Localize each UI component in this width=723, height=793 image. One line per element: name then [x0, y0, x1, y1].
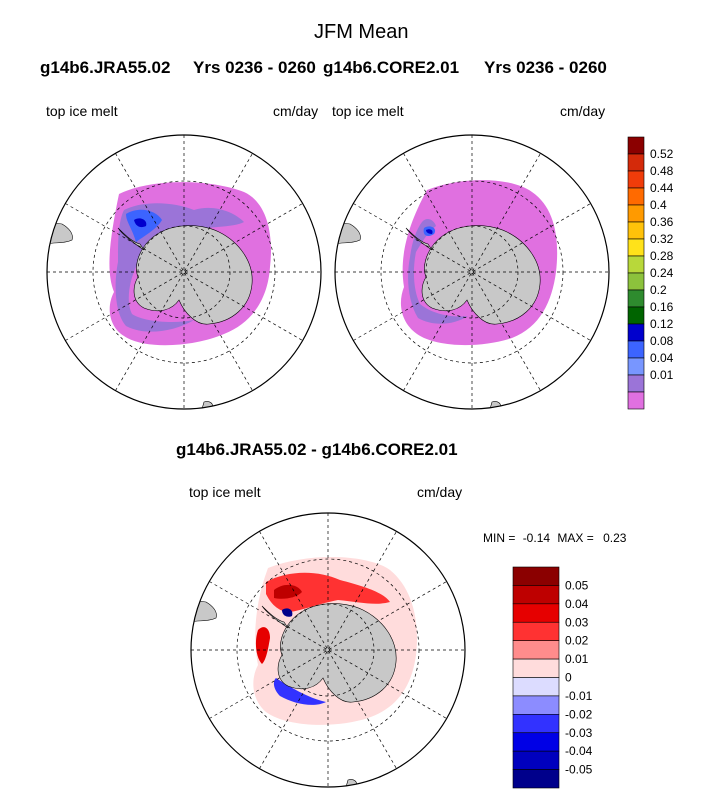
colorbar-tick-label: -0.03 [565, 726, 593, 740]
right-panel-case: g14b6.CORE2.01 [323, 58, 460, 77]
colorbar-swatch [512, 658, 560, 678]
colorbar-tick-label: 0.16 [650, 300, 674, 314]
colorbar-swatch [512, 585, 560, 605]
colorbar-swatch [512, 566, 560, 586]
colorbar-tick-label: 0.02 [565, 634, 589, 648]
colorbar-swatch [512, 714, 560, 734]
colorbar-tick-label: -0.02 [565, 707, 593, 721]
left-panel-years: Yrs 0236 - 0260 [193, 58, 316, 77]
meridian-lines [191, 513, 465, 787]
colorbar-swatch [627, 391, 645, 410]
colorbar-swatch [512, 732, 560, 752]
colorbar-tick-label: 0.28 [650, 249, 674, 263]
colorbar-swatch [627, 306, 645, 325]
diff-panel-title: g14b6.JRA55.02 - g14b6.CORE2.01 [176, 440, 458, 459]
left-panel-case: g14b6.JRA55.02 [40, 58, 171, 77]
colorbar-tick-label: -0.05 [565, 763, 593, 777]
max-value: 0.23 [603, 531, 627, 545]
colorbar-tick-label: 0.05 [565, 578, 589, 592]
map-jra55 [46, 134, 322, 410]
colorbar-swatch [627, 187, 645, 206]
colorbar-swatch [627, 221, 645, 240]
colorbar-swatch [627, 204, 645, 223]
diff-field-neg-dark [282, 608, 293, 617]
colorbar-swatch [512, 621, 560, 641]
colorbar-swatch [627, 357, 645, 376]
right-panel-years: Yrs 0236 - 0260 [484, 58, 607, 77]
diff-units-label: cm/day [417, 484, 463, 500]
colorbar-tick-label: 0.48 [650, 164, 674, 178]
colorbar-tick-label: 0.44 [650, 181, 674, 195]
right-units-label: cm/day [560, 103, 606, 119]
max-label: MAX = [557, 531, 594, 545]
colorbar-swatch [627, 255, 645, 274]
melt-field-dark [134, 218, 147, 228]
min-label: MIN = [483, 531, 516, 545]
colorbar-swatch [512, 750, 560, 770]
colorbar-swatch [627, 374, 645, 393]
diff-field-neg [273, 678, 326, 705]
colorbar-tick-label: 0.32 [650, 232, 674, 246]
meridian-lines [335, 135, 609, 409]
figure-title: JFM Mean [314, 21, 409, 43]
diff-field-pos-side [255, 627, 270, 664]
colorbar-swatch [512, 769, 560, 789]
colorbar-swatch [512, 677, 560, 697]
colorbar-tick-label: 0.2 [650, 283, 667, 297]
colorbar-swatch [627, 238, 645, 257]
colorbar-tick-label: 0.01 [650, 368, 674, 382]
colorbar-tick-label: 0.08 [650, 334, 674, 348]
colorbar-swatch [512, 640, 560, 660]
colorbar-tick-label: 0.04 [650, 351, 674, 365]
min-value: -0.14 [522, 531, 551, 545]
right-var-label: top ice melt [332, 103, 404, 119]
colorbar-swatch [627, 272, 645, 291]
antarctica-land [421, 225, 541, 325]
left-units-label: cm/day [273, 103, 319, 119]
melt-field-purple [115, 203, 244, 332]
colorbar-tick-label: 0.4 [650, 198, 667, 212]
colorbar-tick-label: 0.04 [565, 597, 589, 611]
meridian-lines [47, 135, 321, 409]
colorbar-swatch [627, 136, 645, 155]
map-difference [190, 512, 466, 788]
colorbar-tick-label: -0.04 [565, 744, 593, 758]
colorbar-tick-label: -0.01 [565, 689, 593, 703]
colorbar-difference: 0.05 0.04 0.03 0.02 0.01 0 -0.01 -0.02 -0.03 -0.0… [512, 566, 593, 789]
colorbar-melt: 0.52 0.48 0.44 0.4 0.36 0.32 0.28 0.24 0.2 0.16 0.… [627, 136, 674, 410]
colorbar-swatch [627, 340, 645, 359]
min-max-readout: MIN = -0.14 MAX = 0.23 [483, 531, 626, 545]
map-core2 [334, 134, 610, 410]
colorbar-swatch [627, 323, 645, 342]
colorbar-swatch [627, 153, 645, 172]
colorbar-swatch [627, 289, 645, 308]
colorbar-tick-label: 0.03 [565, 615, 589, 629]
antarctica-land [277, 603, 397, 703]
colorbar-tick-label: 0.01 [565, 652, 589, 666]
antarctica-land [133, 225, 253, 325]
colorbar-tick-label: 0.36 [650, 215, 674, 229]
colorbar-swatch [512, 603, 560, 623]
colorbar-swatch [512, 695, 560, 715]
diff-var-label: top ice melt [189, 484, 261, 500]
colorbar-swatch [627, 170, 645, 189]
melt-field-dark [426, 229, 433, 234]
diff-field-pos-dark [274, 584, 302, 599]
colorbar-tick-label: 0.12 [650, 317, 674, 331]
colorbar-tick-label: 0.24 [650, 266, 674, 280]
colorbar-tick-label: 0 [565, 671, 572, 685]
colorbar-tick-label: 0.52 [650, 147, 674, 161]
left-var-label: top ice melt [46, 103, 118, 119]
